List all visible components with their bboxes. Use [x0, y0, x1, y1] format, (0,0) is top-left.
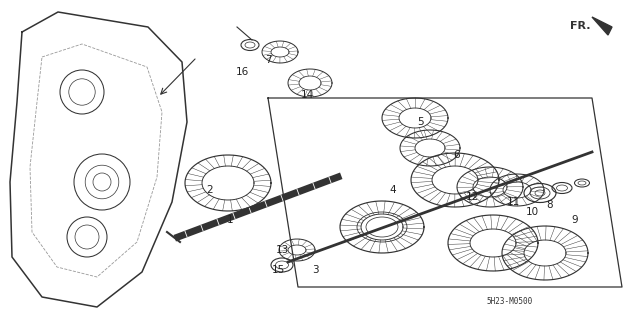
Polygon shape: [592, 17, 612, 35]
Text: 7: 7: [265, 55, 271, 65]
Text: 10: 10: [525, 207, 539, 217]
Text: 8: 8: [547, 200, 554, 210]
Text: 16: 16: [236, 67, 248, 77]
Text: 9: 9: [572, 215, 579, 225]
Text: 2: 2: [207, 185, 213, 195]
Text: 5: 5: [417, 117, 423, 127]
Text: 14: 14: [300, 90, 314, 100]
Text: 11: 11: [506, 197, 520, 207]
Text: 6: 6: [454, 150, 460, 160]
Text: 12: 12: [465, 192, 479, 202]
Text: 5H23-M0500: 5H23-M0500: [487, 298, 533, 307]
Text: 13: 13: [275, 245, 289, 255]
Text: 3: 3: [312, 265, 318, 275]
Text: 1: 1: [227, 215, 234, 225]
Text: 4: 4: [390, 185, 396, 195]
Text: 15: 15: [271, 265, 285, 275]
Text: FR.: FR.: [570, 21, 591, 31]
